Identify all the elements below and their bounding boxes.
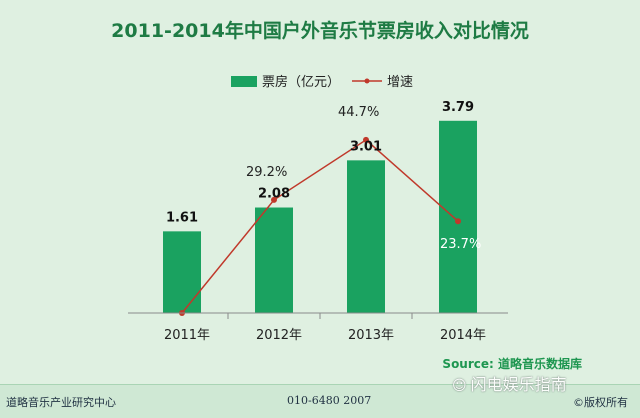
growth-point-2014 (455, 218, 461, 225)
source-note: Source: 道略音乐数据库 (442, 357, 582, 371)
growth-value-label-2012: 29.2% (246, 165, 287, 180)
growth-series (179, 136, 461, 316)
legend-label-bar: 票房（亿元） (262, 74, 340, 90)
x-tick-label-2014: 2014年 (440, 328, 486, 343)
bar-2014 (439, 120, 477, 314)
footer-organization: 道略音乐产业研究中心 (6, 396, 116, 409)
x-axis-ticks: 2011年 2012年 2013年 2014年 (164, 313, 486, 343)
legend-swatch-marker (364, 78, 370, 84)
bar-value-labels: 1.61 2.08 3.01 3.79 (166, 100, 474, 226)
chart-title: 2011-2014年中国户外音乐节票房收入对比情况 (111, 20, 529, 42)
growth-line-path (181, 138, 459, 314)
bar-2011 (163, 231, 201, 313)
watermark-text: 闪电娱乐指南 (470, 375, 567, 394)
watermark: ☺ 闪电娱乐指南 (452, 371, 567, 395)
chart-legend: 票房（亿元） 增速 (231, 74, 413, 90)
footer-copyright: ©版权所有 (573, 396, 628, 409)
bar-series (163, 120, 477, 314)
bar-2013 (347, 160, 385, 313)
legend-swatch-bar (231, 76, 257, 87)
x-tick-label-2011: 2011年 (164, 328, 210, 343)
growth-point-2013 (363, 136, 369, 143)
bar-value-label-2013: 3.01 (350, 139, 382, 154)
x-tick-label-2013: 2013年 (348, 328, 394, 343)
growth-value-label-2014: 23.7% (440, 237, 481, 252)
legend-label-line: 增速 (387, 75, 413, 90)
wechat-icon: ☺ (452, 378, 467, 394)
bar-value-label-2011: 1.61 (166, 210, 198, 225)
bar-value-label-2012: 2.08 (258, 187, 290, 202)
bar-2012 (255, 207, 293, 313)
bar-value-label-2014: 3.79 (442, 100, 474, 115)
growth-value-labels: 29.2% 44.7% 23.7% (246, 105, 481, 252)
footer-bar (0, 384, 640, 418)
growth-point-2012 (271, 196, 277, 203)
x-tick-label-2012: 2012年 (256, 328, 302, 343)
growth-value-label-2013: 44.7% (338, 105, 379, 120)
footer-phone: 010-6480 2007 (287, 394, 372, 407)
